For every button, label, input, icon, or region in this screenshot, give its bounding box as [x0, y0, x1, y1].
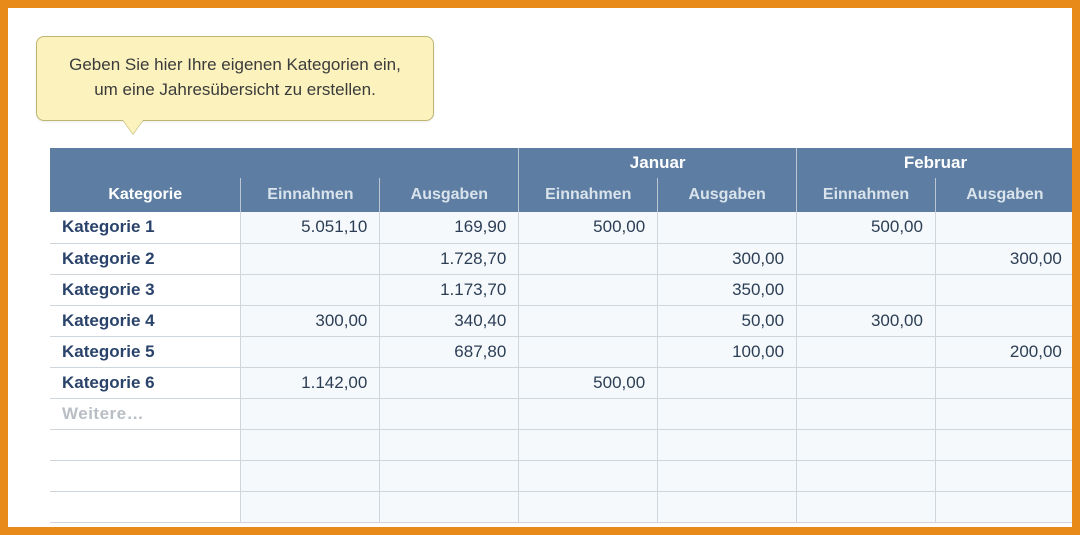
cell-jan-ausgaben[interactable]: 300,00 — [658, 243, 797, 274]
cell-feb-ausgaben[interactable]: 300,00 — [935, 243, 1072, 274]
cell-kategorie[interactable]: Kategorie 6 — [50, 367, 241, 398]
table-row[interactable]: Kategorie 5 687,80 100,00 200,00 — [50, 336, 1072, 367]
cell-feb-einnahmen[interactable] — [797, 274, 936, 305]
cell-jan-einnahmen[interactable] — [519, 305, 658, 336]
header-jan-ausgaben: Ausgaben — [658, 178, 797, 212]
table-row[interactable]: Kategorie 61.142,00 500,00 — [50, 367, 1072, 398]
cell-jan-einnahmen[interactable] — [519, 243, 658, 274]
cell-feb-ausgaben[interactable] — [935, 367, 1072, 398]
cell-total-ausgaben[interactable]: 687,80 — [380, 336, 519, 367]
budget-table[interactable]: Januar Februar Kategorie Einnahmen Ausga… — [50, 148, 1072, 523]
cell-feb-einnahmen[interactable]: 300,00 — [797, 305, 936, 336]
cell-placeholder[interactable]: Weitere… — [50, 398, 241, 429]
header-total-einnahmen: Einnahmen — [241, 178, 380, 212]
header-feb-ausgaben: Ausgaben — [935, 178, 1072, 212]
cell-total-einnahmen[interactable]: 5.051,10 — [241, 212, 380, 243]
cell-kategorie[interactable]: Kategorie 2 — [50, 243, 241, 274]
budget-table-body: Kategorie 15.051,10169,90500,00500,00Kat… — [50, 212, 1072, 522]
hint-callout-tail — [123, 120, 143, 134]
header-month-jan: Januar — [519, 148, 797, 178]
header-feb-einnahmen: Einnahmen — [797, 178, 936, 212]
table-row[interactable]: Kategorie 2 1.728,70 300,00 300,00 — [50, 243, 1072, 274]
table-row-empty[interactable] — [50, 491, 1072, 522]
cell-feb-einnahmen[interactable] — [797, 243, 936, 274]
cell-total-einnahmen[interactable] — [241, 243, 380, 274]
spreadsheet-canvas: Geben Sie hier Ihre eigenen Kategorien e… — [8, 8, 1072, 527]
hint-callout: Geben Sie hier Ihre eigenen Kategorien e… — [36, 36, 434, 121]
cell-feb-ausgaben[interactable] — [935, 305, 1072, 336]
hint-line-1: Geben Sie hier Ihre eigenen Kategorien e… — [69, 55, 401, 74]
cell-total-ausgaben[interactable] — [380, 367, 519, 398]
table-header-row-cols: Kategorie Einnahmen Ausgaben Einnahmen A… — [50, 178, 1072, 212]
cell-feb-ausgaben[interactable]: 200,00 — [935, 336, 1072, 367]
cell-jan-ausgaben[interactable]: 100,00 — [658, 336, 797, 367]
header-month-feb: Februar — [797, 148, 1072, 178]
hint-line-2: um eine Jahresübersicht zu erstellen. — [94, 80, 376, 99]
table-row[interactable]: Kategorie 15.051,10169,90500,00500,00 — [50, 212, 1072, 243]
cell-jan-einnahmen[interactable] — [519, 336, 658, 367]
cell-jan-einnahmen[interactable]: 500,00 — [519, 367, 658, 398]
cell-jan-ausgaben[interactable] — [658, 367, 797, 398]
header-jan-einnahmen: Einnahmen — [519, 178, 658, 212]
cell-jan-ausgaben[interactable] — [658, 212, 797, 243]
table-row-empty[interactable] — [50, 429, 1072, 460]
cell-total-ausgaben[interactable]: 340,40 — [380, 305, 519, 336]
cell-total-einnahmen[interactable]: 300,00 — [241, 305, 380, 336]
cell-feb-einnahmen[interactable]: 500,00 — [797, 212, 936, 243]
cell-feb-ausgaben[interactable] — [935, 274, 1072, 305]
cell-kategorie[interactable]: Kategorie 1 — [50, 212, 241, 243]
cell-total-einnahmen[interactable]: 1.142,00 — [241, 367, 380, 398]
cell-kategorie[interactable]: Kategorie 5 — [50, 336, 241, 367]
cell-jan-einnahmen[interactable] — [519, 274, 658, 305]
cell-jan-einnahmen[interactable]: 500,00 — [519, 212, 658, 243]
cell-feb-einnahmen[interactable] — [797, 336, 936, 367]
table-row[interactable]: Kategorie 4300,00340,4050,00300,00 — [50, 305, 1072, 336]
table-row[interactable]: Kategorie 3 1.173,70 350,00 — [50, 274, 1072, 305]
cell-total-ausgaben[interactable]: 169,90 — [380, 212, 519, 243]
cell-total-einnahmen[interactable] — [241, 336, 380, 367]
cell-total-einnahmen[interactable] — [241, 274, 380, 305]
cell-jan-ausgaben[interactable]: 50,00 — [658, 305, 797, 336]
table-header-row-months: Januar Februar — [50, 148, 1072, 178]
table-row-empty[interactable] — [50, 460, 1072, 491]
budget-table-wrap: Januar Februar Kategorie Einnahmen Ausga… — [50, 148, 1072, 523]
header-kategorie: Kategorie — [50, 178, 241, 212]
cell-kategorie[interactable]: Kategorie 3 — [50, 274, 241, 305]
cell-feb-einnahmen[interactable] — [797, 367, 936, 398]
cell-total-ausgaben[interactable]: 1.728,70 — [380, 243, 519, 274]
header-total-ausgaben: Ausgaben — [380, 178, 519, 212]
cell-total-ausgaben[interactable]: 1.173,70 — [380, 274, 519, 305]
cell-kategorie[interactable]: Kategorie 4 — [50, 305, 241, 336]
header-blank — [50, 148, 519, 178]
cell-feb-ausgaben[interactable] — [935, 212, 1072, 243]
cell-jan-ausgaben[interactable]: 350,00 — [658, 274, 797, 305]
table-row-placeholder[interactable]: Weitere… — [50, 398, 1072, 429]
